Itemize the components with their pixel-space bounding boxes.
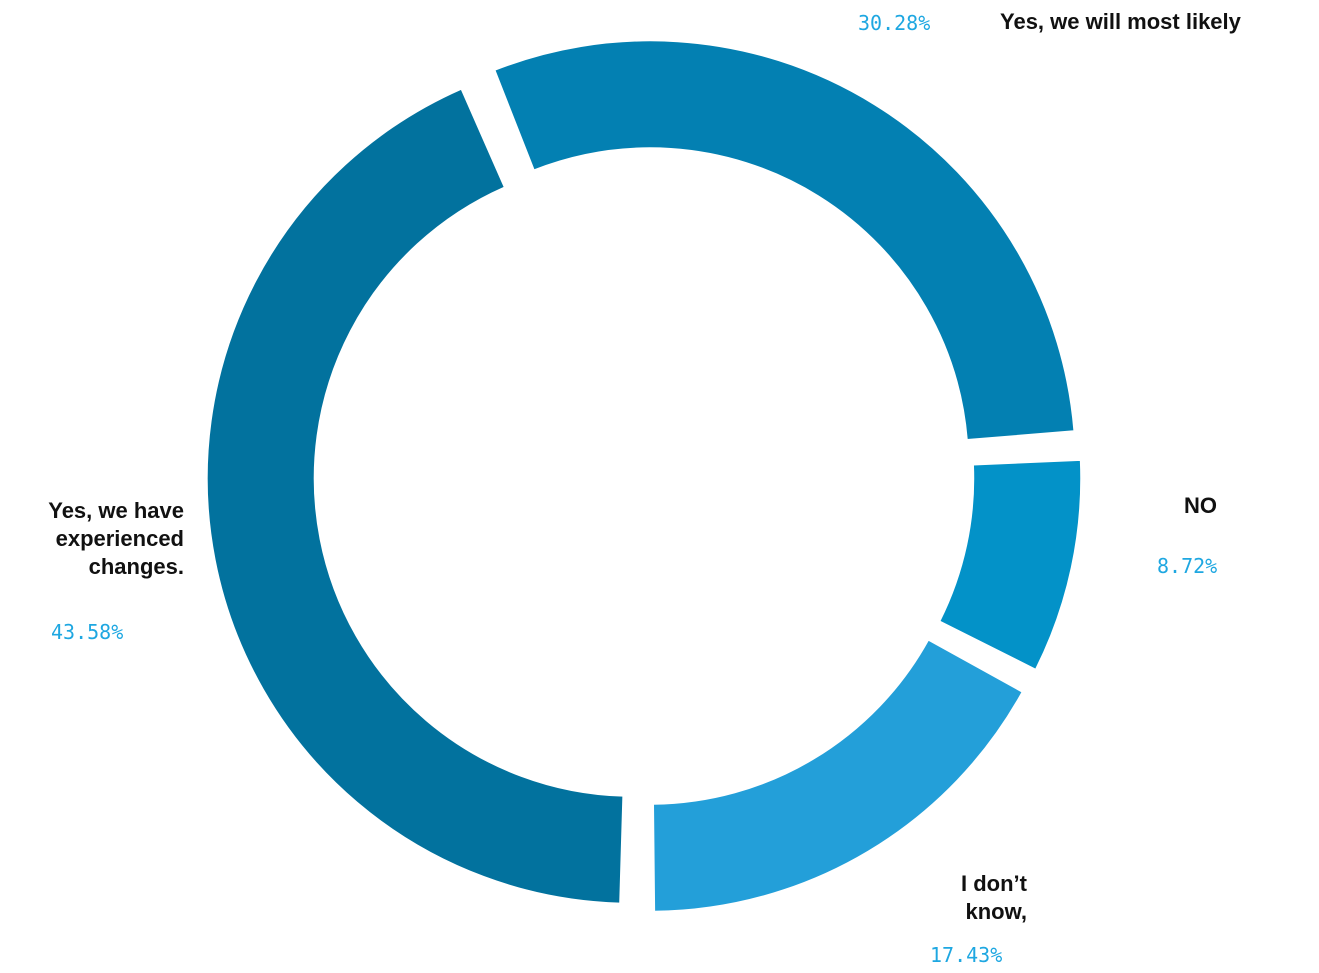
percent-label-yes-will-most-likely: 30.28% xyxy=(858,11,931,35)
percent-label-dont-know: 17.43% xyxy=(930,943,1003,967)
category-label-line: Yes, we will most likely xyxy=(1000,9,1241,34)
category-label-line: know, xyxy=(965,899,1027,924)
category-label-line: NO xyxy=(1184,493,1217,518)
slice-yes-have-experienced xyxy=(206,88,624,904)
slice-dont-know xyxy=(652,639,1023,912)
category-label-line: I don’t xyxy=(961,871,1027,896)
category-label-yes-will-most-likely: Yes, we will most likely xyxy=(1000,8,1241,36)
category-label-yes-have-experienced: Yes, we have experienced changes. xyxy=(4,497,184,581)
percent-label-no: 8.72% xyxy=(1157,554,1218,578)
percent-label-yes-have-experienced: 43.58% xyxy=(51,620,124,644)
category-label-dont-know: I don’t know, xyxy=(961,870,1027,926)
category-label-line: Yes, we have xyxy=(48,498,184,523)
slice-no xyxy=(939,459,1082,670)
category-label-line: changes. xyxy=(88,554,184,579)
category-label-no: NO xyxy=(1184,492,1217,520)
slice-yes-will-most-likely xyxy=(494,40,1075,441)
category-label-line: experienced xyxy=(55,526,184,551)
